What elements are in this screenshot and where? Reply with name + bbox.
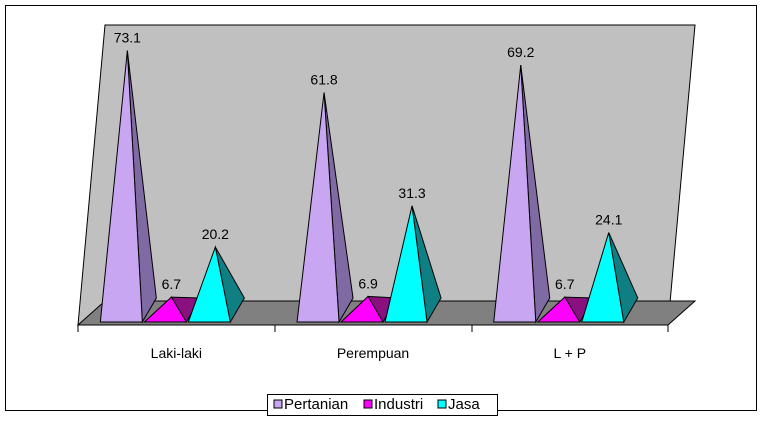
- category-label-l-p: L + P: [553, 345, 586, 361]
- bar-front-face: [187, 245, 231, 323]
- bar-jasa-perempuan: [384, 205, 442, 324]
- legend-label-jasa: Jasa: [448, 396, 480, 413]
- legend-swatch-industri: [363, 399, 373, 409]
- data-label-industri-laki-laki: 6.7: [162, 276, 182, 292]
- bar-front-face: [536, 296, 581, 323]
- data-label-jasa-laki-laki: 20.2: [202, 226, 229, 242]
- legend-swatch-pertanian: [273, 399, 283, 409]
- bar-jasa-laki-laki: [187, 245, 245, 324]
- data-label-pertanian-laki-laki: 73.1: [114, 30, 141, 46]
- bar-front-face: [339, 295, 384, 323]
- data-label-industri-perempuan: 6.9: [358, 275, 378, 291]
- legend-label-pertanian: Pertanian: [284, 396, 348, 413]
- bar-front-face: [143, 296, 188, 323]
- bar-pertanian-l-p: [493, 65, 551, 324]
- bar-front-face: [384, 205, 428, 323]
- bar-jasa-l-p: [581, 232, 639, 324]
- bar-front-face: [99, 50, 143, 323]
- data-label-jasa-l-p: 24.1: [595, 212, 622, 228]
- category-label-perempuan: Perempuan: [337, 345, 409, 361]
- data-label-industri-l-p: 6.7: [555, 276, 575, 292]
- category-label-laki-laki: Laki-laki: [151, 345, 202, 361]
- category-labels-group: Laki-laki Perempuan L + P: [151, 345, 586, 361]
- bars-group: 73.1 6.7 20.2 61.8 6.9 31.3 69.2 6.7 24.1: [99, 30, 639, 324]
- legend-label-industri: Industri: [374, 396, 423, 413]
- bar-industri-laki-laki: [143, 296, 202, 323]
- data-label-jasa-perempuan: 31.3: [398, 185, 425, 201]
- bar-pertanian-perempuan: [296, 92, 354, 324]
- bar-pertanian-laki-laki: [99, 50, 157, 324]
- bar-front-face: [296, 92, 340, 323]
- bar-front-face: [581, 232, 625, 323]
- legend-swatch-jasa: [437, 399, 447, 409]
- data-label-pertanian-perempuan: 61.8: [310, 72, 337, 88]
- bar-front-face: [493, 65, 537, 323]
- legend: Pertanian Industri Jasa: [267, 394, 498, 416]
- data-label-pertanian-l-p: 69.2: [507, 44, 534, 60]
